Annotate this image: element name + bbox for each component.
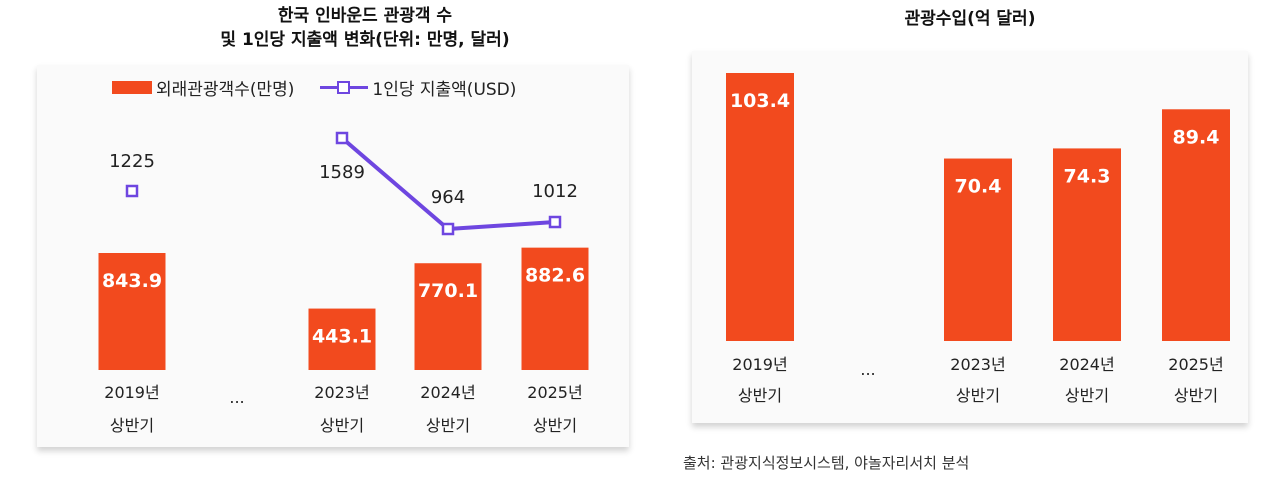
spending-marker — [335, 131, 349, 145]
left-chart-title-line2: 및 1인당 지출액 변화(단위: 만명, 달러) — [220, 30, 510, 50]
spending-label: 964 — [431, 187, 465, 208]
category-ellipsis: ... — [229, 388, 244, 407]
visitor-bar — [521, 247, 589, 370]
spending-marker — [548, 215, 562, 229]
spending-line — [340, 136, 556, 231]
category-label-half: 상반기 — [1065, 386, 1109, 405]
source-note: 출처: 관광지식정보시스템, 야놀자리서치 분석 — [683, 454, 970, 472]
legend-item-spending: 1인당 지출액(USD) — [320, 75, 516, 100]
visitor-bar-label: 843.9 — [102, 270, 162, 292]
category-label-half: 상반기 — [738, 386, 782, 405]
visitor-bar — [308, 308, 376, 370]
revenue-bar — [944, 158, 1012, 341]
category-label-half: 상반기 — [320, 416, 364, 435]
legend-item-visitors: 외래관광객수(만명) — [112, 75, 294, 100]
visitor-bar-label: 770.1 — [418, 280, 478, 302]
category-label-half: 상반기 — [426, 416, 470, 435]
category-label-year: 2024년 — [1059, 355, 1114, 374]
visitor-bar — [98, 253, 166, 370]
spending-label: 1012 — [532, 181, 578, 202]
category-label-year: 2019년 — [732, 355, 787, 374]
legend-label-visitors: 외래관광객수(만명) — [156, 79, 295, 100]
visitor-bar — [414, 263, 482, 370]
category-label-half: 상반기 — [956, 386, 1000, 405]
left-chart-legend: 외래관광객수(만명) 1인당 지출액(USD) — [112, 73, 542, 101]
category-label-year: 2023년 — [314, 383, 369, 402]
category-label-year: 2025년 — [527, 383, 582, 402]
left-chart-title: 한국 인바운드 관광객 수 및 1인당 지출액 변화(단위: 만명, 달러) — [130, 4, 600, 52]
category-ellipsis: ... — [860, 360, 875, 379]
revenue-bar-label: 89.4 — [1173, 126, 1220, 148]
revenue-bar — [726, 73, 794, 341]
revenue-bar — [1162, 109, 1230, 341]
legend-bar-swatch — [112, 80, 152, 94]
category-label-year: 2024년 — [420, 383, 475, 402]
legend-label-spending: 1인당 지출액(USD) — [372, 79, 517, 100]
spending-marker — [441, 222, 455, 236]
spending-label: 1589 — [319, 162, 365, 183]
right-chart-title: 관광수입(억 달러) — [904, 9, 1036, 29]
left-chart-title-line1: 한국 인바운드 관광객 수 — [277, 6, 453, 26]
revenue-bar-label: 103.4 — [730, 90, 790, 112]
spending-label: 1225 — [109, 151, 155, 172]
revenue-bar-label: 70.4 — [955, 176, 1002, 198]
revenue-bar-label: 74.3 — [1064, 165, 1111, 187]
category-label-half: 상반기 — [1174, 386, 1218, 405]
legend-line-swatch — [320, 80, 369, 94]
category-label-half: 상반기 — [110, 416, 154, 435]
category-label-year: 2019년 — [104, 383, 159, 402]
category-label-half: 상반기 — [533, 416, 577, 435]
category-label-year: 2023년 — [950, 355, 1005, 374]
category-label-year: 2025년 — [1168, 355, 1223, 374]
visitor-bar-label: 443.1 — [312, 326, 372, 348]
visitor-bar-label: 882.6 — [525, 265, 585, 287]
revenue-bar — [1053, 148, 1121, 341]
spending-marker — [125, 184, 139, 198]
